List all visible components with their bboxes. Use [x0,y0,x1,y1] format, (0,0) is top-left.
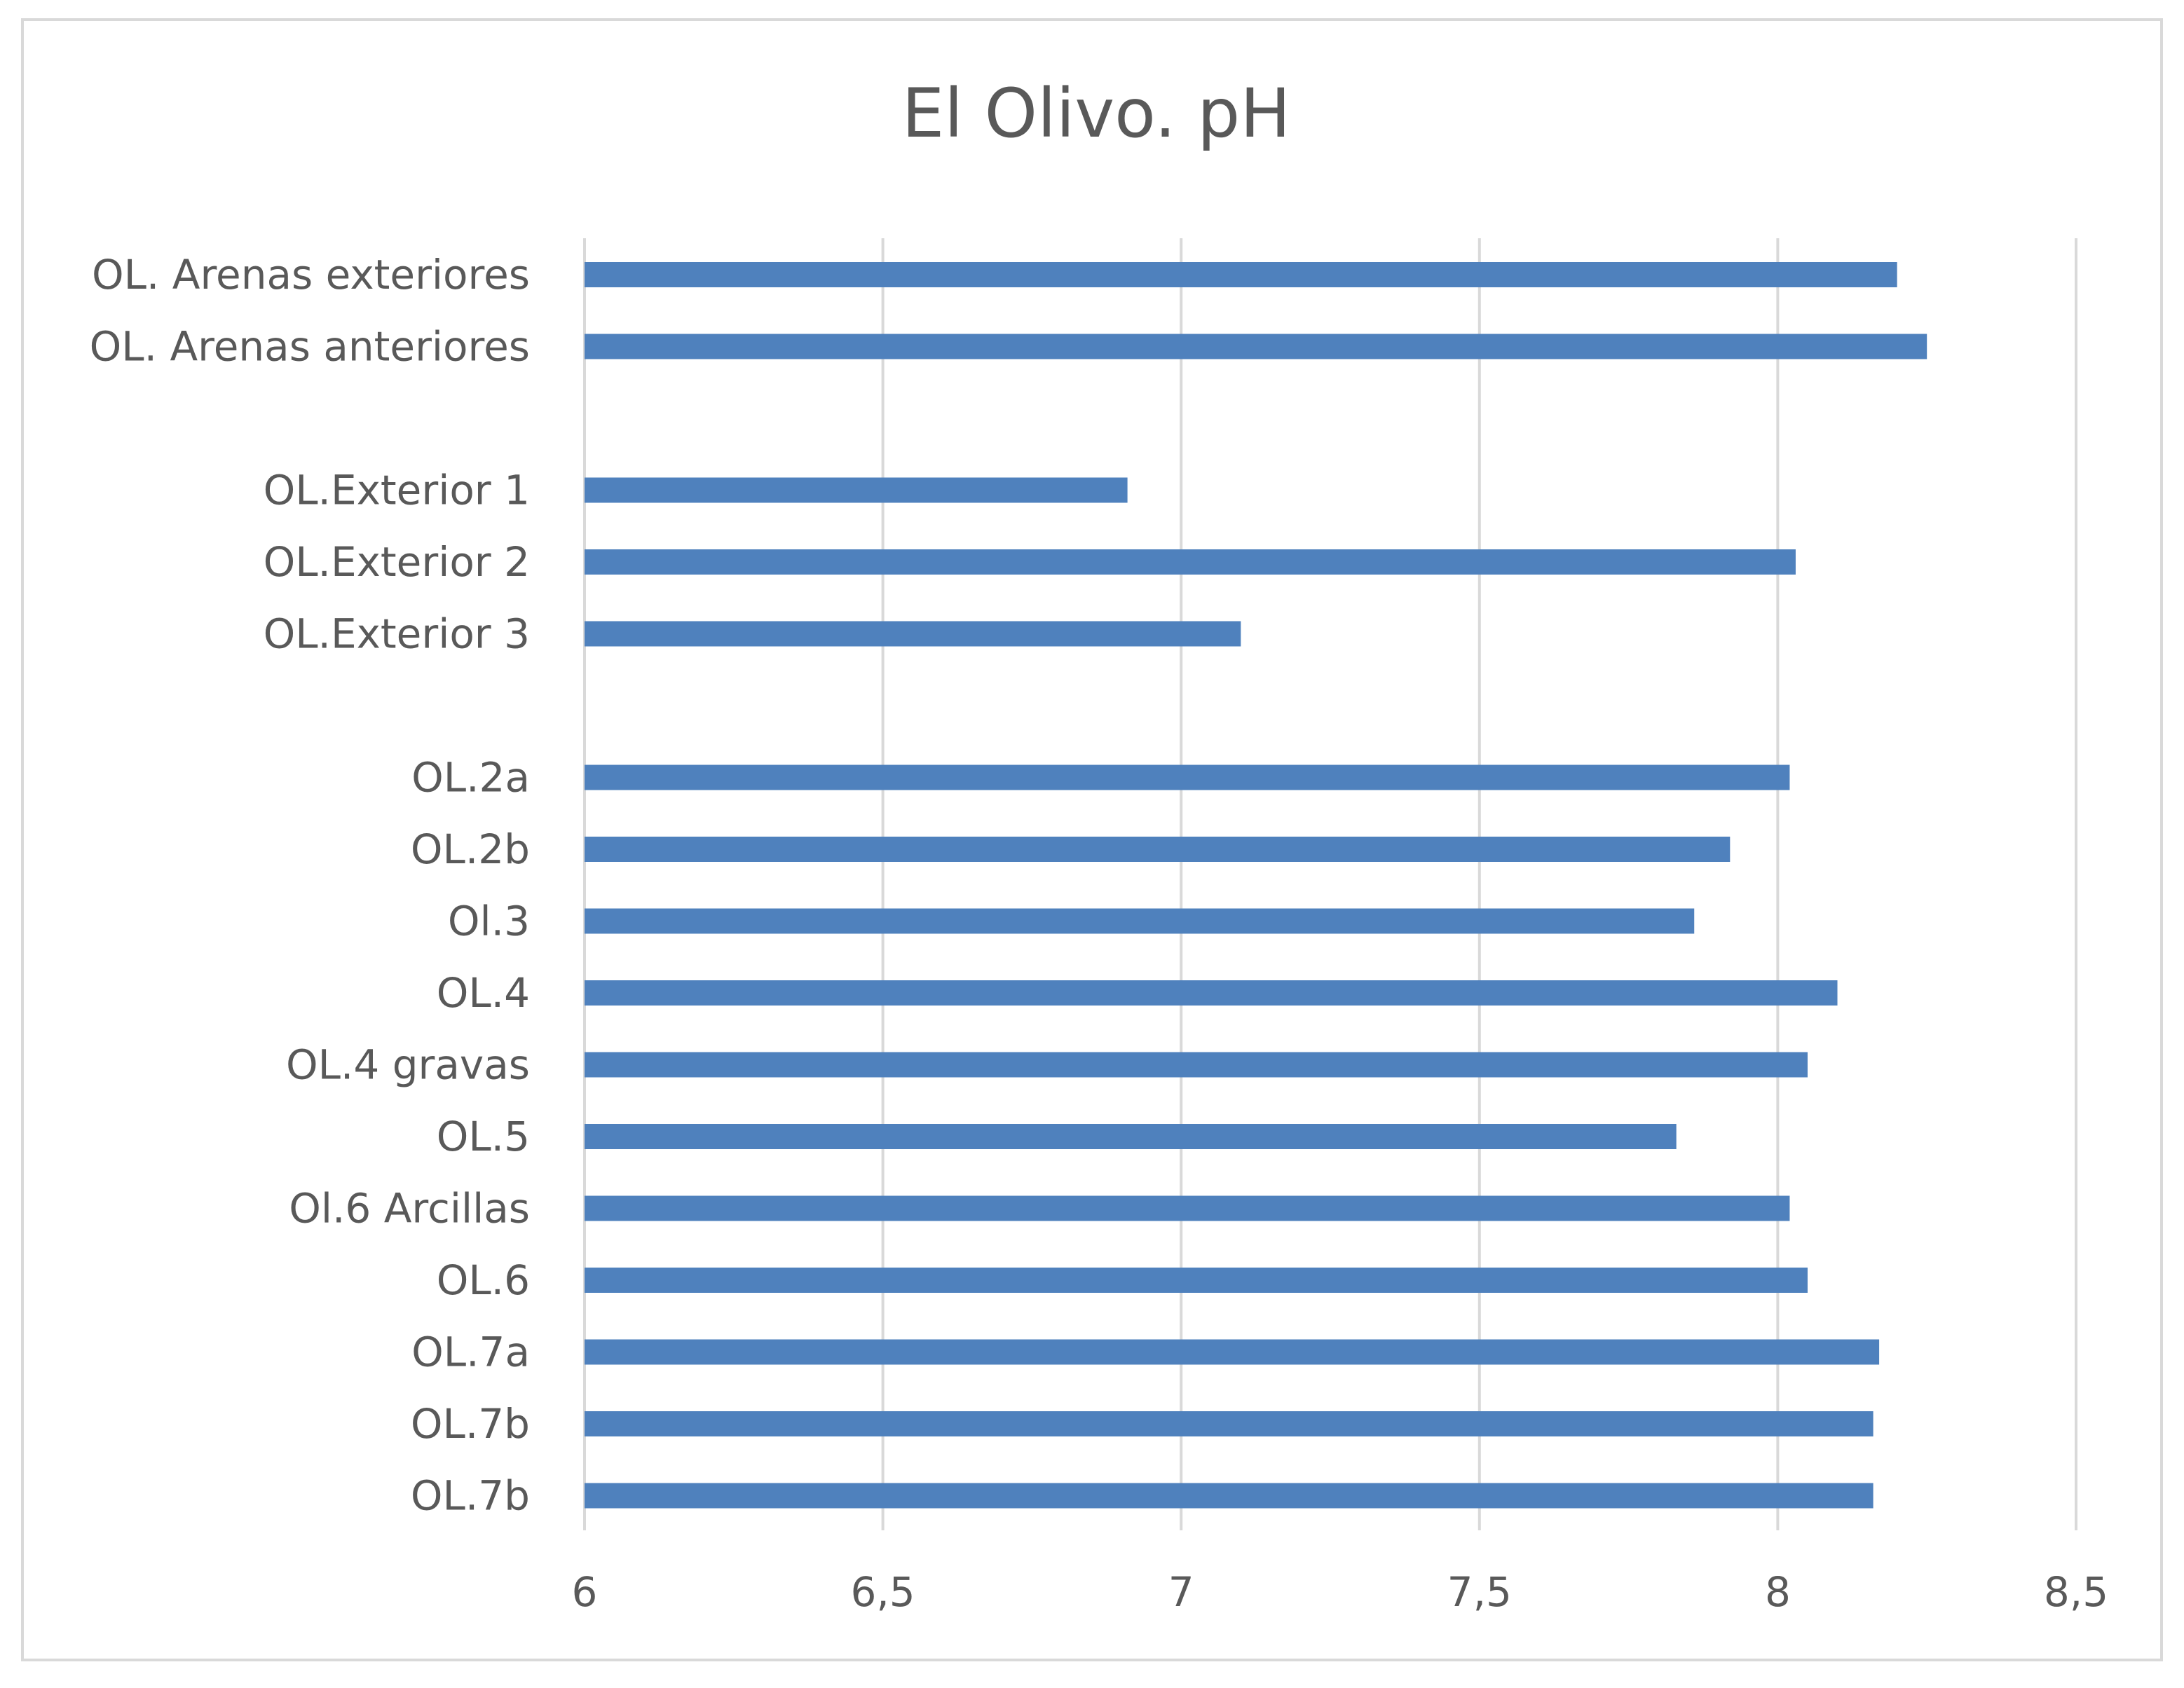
bar [585,1411,1874,1436]
category-label: OL.2b [411,825,530,873]
x-tick-label: 7 [1168,1568,1194,1616]
bar [585,477,1128,503]
category-label: OL.7b [411,1472,530,1520]
bar [585,1483,1874,1509]
bar [585,837,1731,862]
category-label: OL.5 [437,1113,530,1160]
category-label: Ol.3 [448,898,530,945]
category-labels: OL. Arenas exteriores OL. Arenas anterior… [90,251,530,1520]
chart-title: El Olivo. pH [902,74,1291,153]
bar [585,1124,1677,1149]
category-label: OL. Arenas exteriores [92,251,530,299]
bar [585,980,1838,1006]
category-label: OL.Exterior 3 [264,610,530,658]
bar [585,334,1927,359]
x-tick-label: 7,5 [1447,1568,1512,1616]
category-label: OL.4 gravas [286,1041,530,1089]
x-tick-label: 6 [572,1568,598,1616]
bar [585,1339,1880,1365]
category-label: OL.6 [437,1256,530,1304]
category-label: OL.4 [437,969,530,1017]
category-label: OL.Exterior 2 [264,538,530,586]
category-label: OL.Exterior 1 [264,467,530,514]
gridlines [583,238,2077,1530]
x-axis-tick-labels: 6 6,5 7 7,5 8 8,5 [572,1568,2109,1616]
bars [585,262,1927,1509]
x-tick-label: 8,5 [2044,1568,2108,1616]
category-label: Ol.6 Arcillas [289,1185,530,1233]
category-label: OL. Arenas anteriores [90,323,530,371]
x-tick-label: 6,5 [850,1568,915,1616]
category-label: OL.7a [411,1329,530,1376]
x-tick-label: 8 [1765,1568,1791,1616]
bar [585,1268,1808,1293]
category-label: OL.2a [411,754,530,802]
bar [585,549,1796,575]
bar [585,1195,1790,1221]
bar [585,908,1695,934]
bar [585,1052,1808,1078]
category-label: OL.7b [411,1400,530,1448]
bar [585,621,1241,647]
bar [585,764,1790,790]
bar [585,262,1897,287]
